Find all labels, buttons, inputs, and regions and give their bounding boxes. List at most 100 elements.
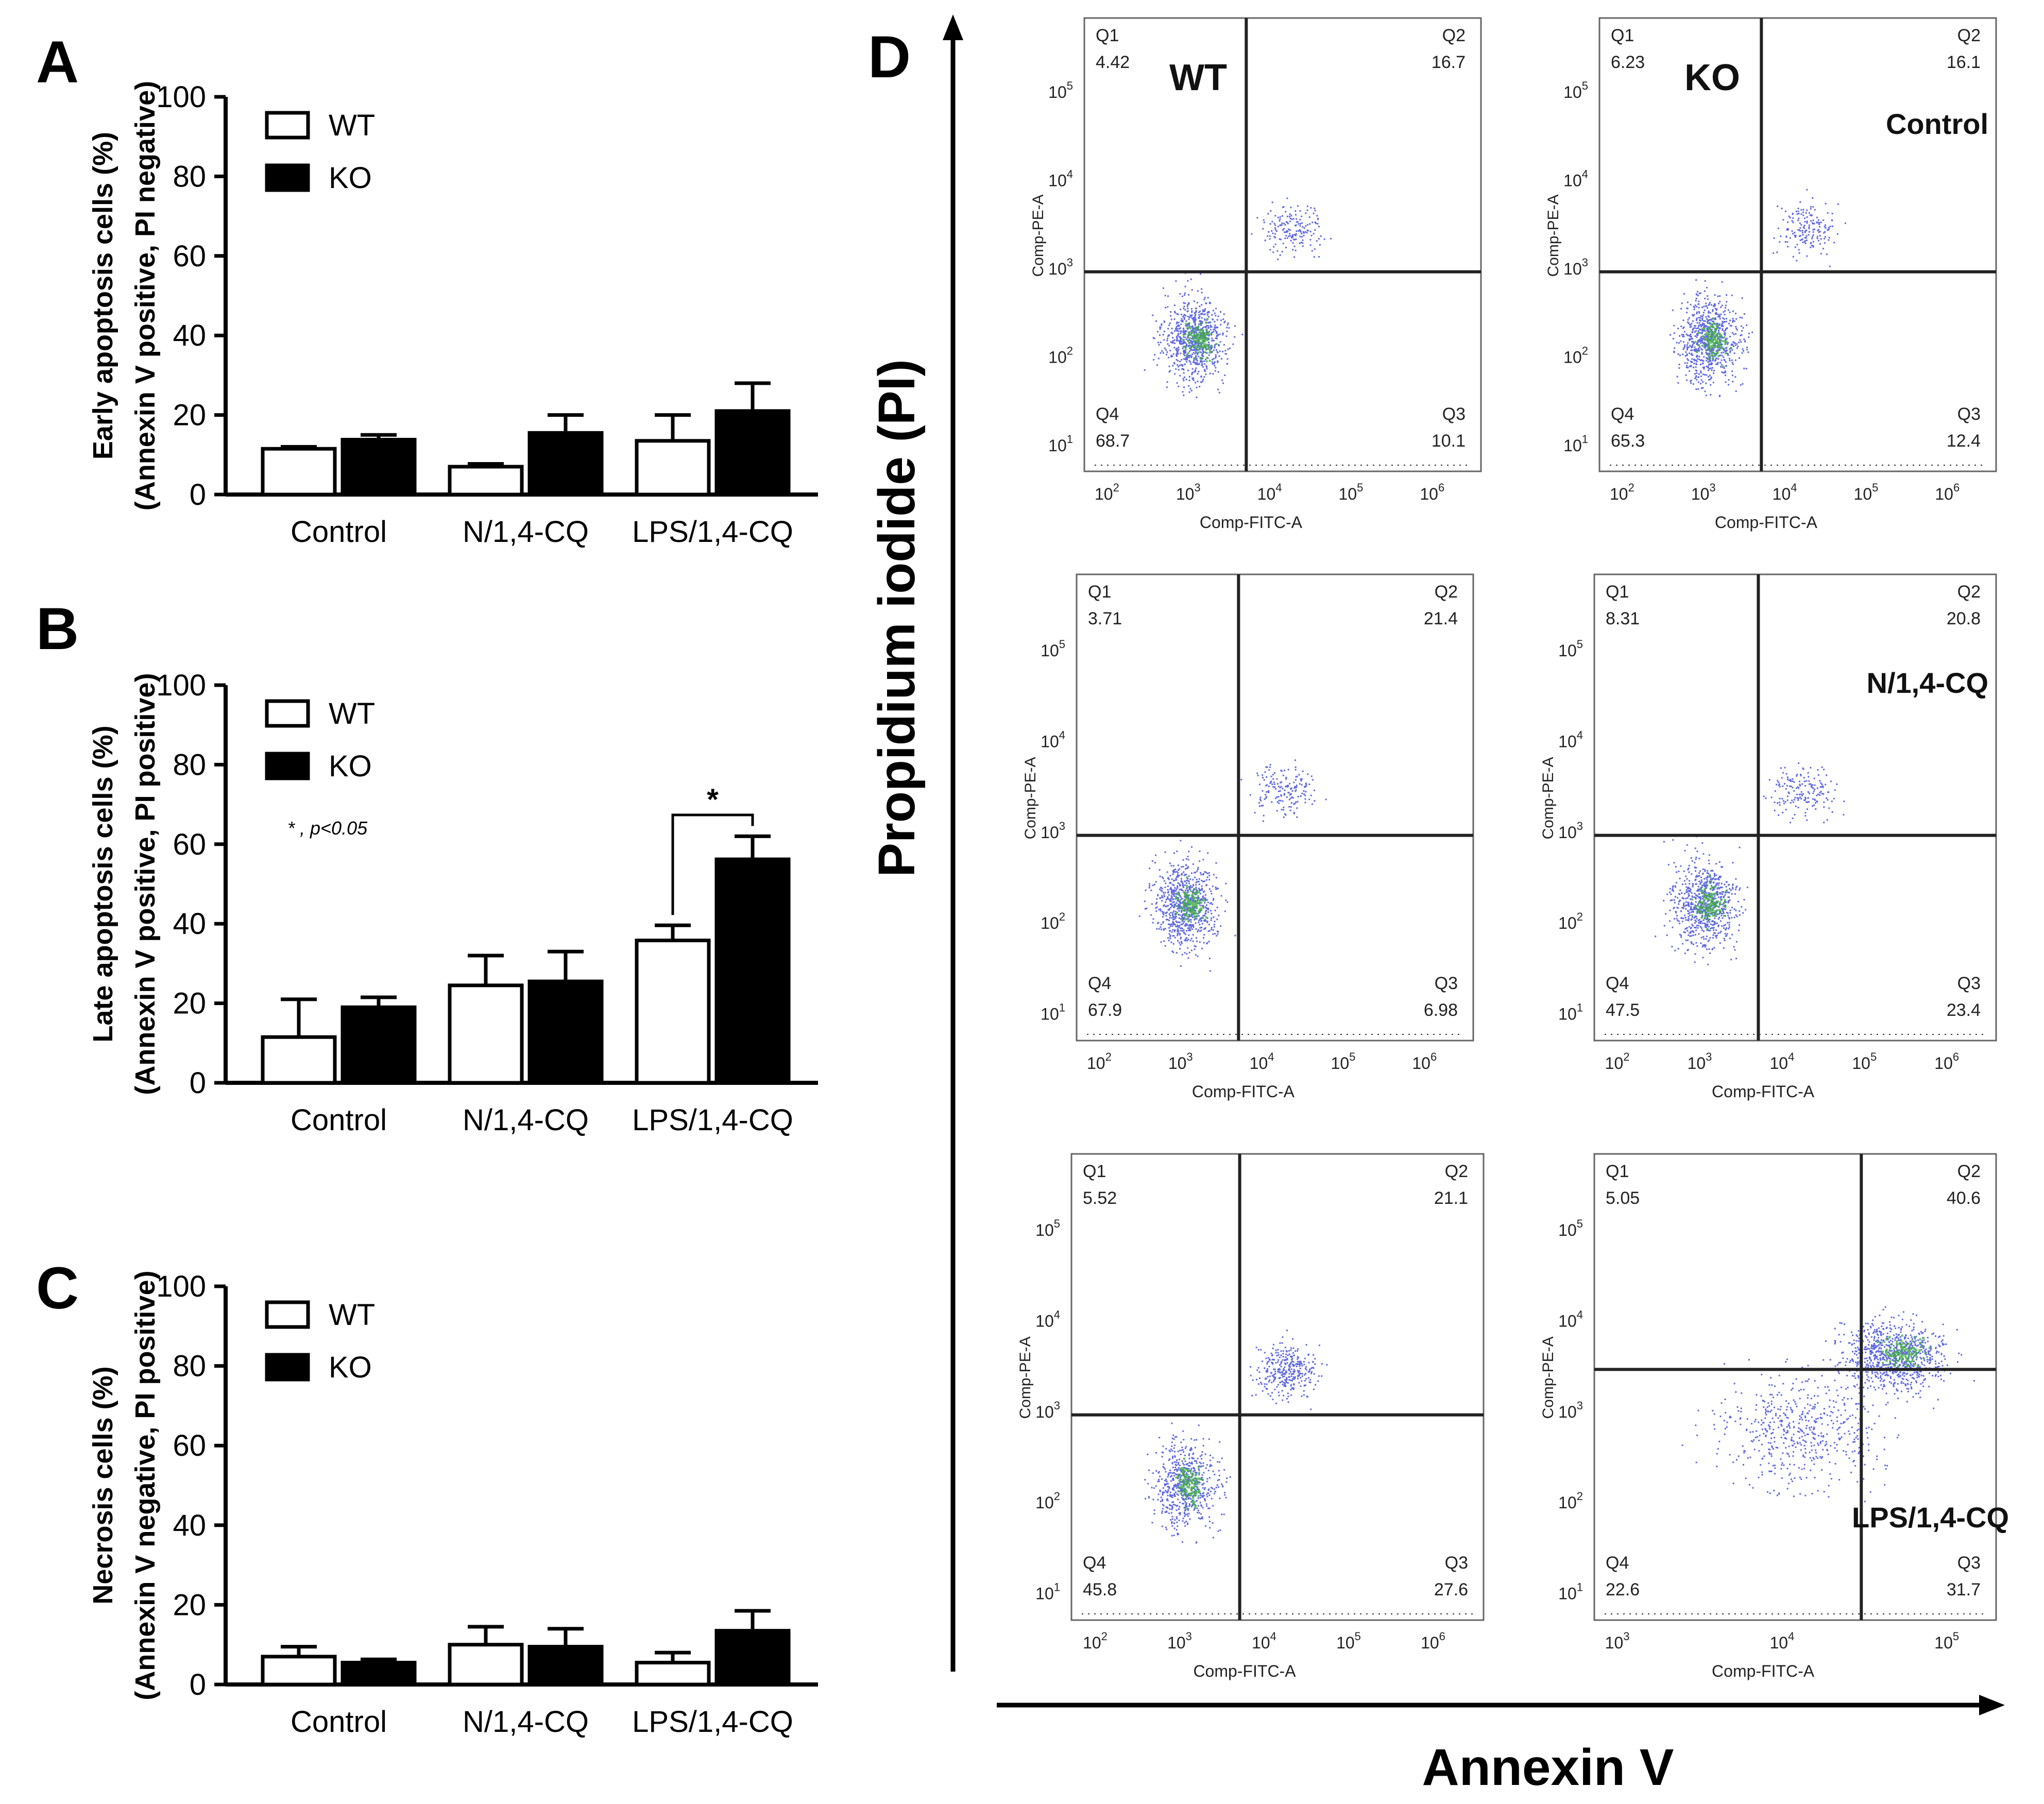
- significance-star: *: [707, 783, 719, 816]
- x-decade-label: 105: [1339, 481, 1364, 503]
- x-decade-label: 102: [1083, 1630, 1108, 1652]
- quadrant-name: Q4: [1083, 1553, 1106, 1573]
- quadrant-percent: 27.6: [1434, 1580, 1468, 1599]
- y-tick-label: 60: [173, 1429, 206, 1462]
- bar-ko: [714, 409, 791, 497]
- plot-x-label: Comp-FITC-A: [1192, 1082, 1295, 1101]
- y-tick-label: 80: [173, 160, 206, 193]
- genotype-label: KO: [1684, 57, 1740, 98]
- x-decade-label: 106: [1934, 1050, 1959, 1073]
- bar-ko: [340, 1660, 417, 1687]
- x-decade-label: 102: [1087, 1050, 1112, 1073]
- y-tick-label: 60: [173, 240, 206, 273]
- flow-plot-6: Q1 5.05 Q2 40.6 Q3 31.7 Q4 22.6 101 102 103 104 105 1…: [1540, 1153, 2009, 1680]
- plot-x-label: Comp-FITC-A: [1712, 1082, 1815, 1101]
- legend-label-wt: WT: [329, 1298, 375, 1332]
- bar-ko: [527, 431, 604, 497]
- x-decade-label: 104: [1769, 1630, 1794, 1652]
- x-decade-label: 105: [1336, 1630, 1361, 1652]
- legend-swatch-ko: [265, 163, 310, 192]
- quadrant-name: Q4: [1606, 974, 1629, 993]
- x-decade-label: 104: [1257, 481, 1282, 503]
- bar-ko: [527, 1645, 604, 1687]
- bar-ko: [527, 979, 604, 1085]
- quadrant-name: Q1: [1606, 582, 1629, 602]
- quadrant-name: Q3: [1957, 404, 1981, 424]
- plot-x-label: Comp-FITC-A: [1712, 1662, 1815, 1680]
- significance-bracket: [671, 813, 754, 915]
- x-decade-label: 103: [1605, 1630, 1630, 1652]
- quadrant-name: Q2: [1957, 1162, 1981, 1181]
- dense-event-dots: [1182, 318, 1218, 363]
- y-tick-label: 40: [173, 907, 206, 941]
- legend-label-wt: WT: [329, 109, 375, 142]
- significance-note: * , p<0.05: [287, 818, 368, 839]
- category-label: LPS/1,4-CQ: [632, 515, 793, 549]
- x-axis-title: Annexin V: [1422, 1739, 1674, 1796]
- quadrant-percent: 5.05: [1606, 1188, 1640, 1208]
- plot-y-label: Comp-PE-A: [1022, 757, 1039, 839]
- bar-wt: [261, 1035, 337, 1085]
- plot-x-label: Comp-FITC-A: [1715, 513, 1818, 532]
- quadrant-percent: 16.7: [1432, 53, 1466, 72]
- y-tick-label: 100: [156, 1270, 206, 1303]
- y-decade-label: 104: [1558, 1308, 1583, 1330]
- quadrant-percent: 21.4: [1424, 609, 1458, 628]
- y-tick-label: 20: [173, 987, 206, 1020]
- x-decade-label: 106: [1420, 481, 1444, 503]
- panel-label-a: A: [36, 29, 79, 95]
- y-decade-label: 103: [1048, 256, 1073, 278]
- category-label: N/1,4-CQ: [463, 1705, 589, 1739]
- plot-y-label: Comp-PE-A: [1030, 194, 1047, 277]
- legend-swatch-ko: [265, 1353, 310, 1382]
- treatment-label: N/1,4-CQ: [1867, 667, 1989, 699]
- y-tick-label: 20: [173, 399, 206, 432]
- legend-label-ko: KO: [329, 1351, 372, 1384]
- x-decade-label: 104: [1773, 481, 1797, 503]
- y-decade-label: 103: [1035, 1399, 1060, 1421]
- quadrant-name: Q4: [1606, 1553, 1629, 1573]
- y-decade-label: 105: [1041, 638, 1065, 660]
- y-decade-label: 102: [1558, 1490, 1583, 1512]
- x-decade-label: 102: [1610, 481, 1634, 503]
- y-axis-subtitle: (Annexin V positive, PI negative): [130, 81, 161, 510]
- y-tick-label: 100: [156, 80, 206, 114]
- category-label: LPS/1,4-CQ: [632, 1705, 793, 1739]
- y-axis-subtitle: (Annexin V negative, PI positive): [130, 1270, 161, 1700]
- quadrant-percent: 4.42: [1096, 53, 1130, 72]
- quadrant-name: Q3: [1957, 974, 1981, 993]
- quadrant-percent: 12.4: [1947, 431, 1981, 451]
- quadrant-percent: 45.8: [1083, 1580, 1117, 1599]
- quadrant-percent: 23.4: [1947, 1000, 1981, 1020]
- y-axis-subtitle: (Annexin V positive, PI positive): [130, 673, 161, 1095]
- x-decade-label: 103: [1167, 1630, 1192, 1652]
- quadrant-name: Q4: [1088, 974, 1111, 993]
- quadrant-percent: 67.9: [1088, 1000, 1122, 1020]
- legend-swatch-ko: [265, 752, 310, 780]
- y-decade-label: 104: [1035, 1308, 1060, 1330]
- y-decade-label: 103: [1041, 820, 1065, 842]
- x-decade-label: 105: [1331, 1050, 1356, 1073]
- y-tick-label: 0: [190, 1668, 206, 1701]
- bar-ko: [340, 1005, 417, 1085]
- y-decade-label: 103: [1558, 1399, 1583, 1421]
- category-label: N/1,4-CQ: [463, 515, 589, 549]
- quadrant-name: Q1: [1088, 582, 1111, 602]
- panel-label-d: D: [868, 24, 911, 90]
- x-decade-label: 104: [1250, 1050, 1274, 1073]
- x-decade-label: 103: [1168, 1050, 1193, 1073]
- legend-label-ko: KO: [329, 750, 372, 783]
- quadrant-percent: 65.3: [1611, 431, 1645, 451]
- quadrant-name: Q2: [1957, 582, 1981, 602]
- bar-wt: [635, 1660, 711, 1687]
- x-decade-label: 104: [1769, 1050, 1794, 1073]
- x-decade-label: 106: [1421, 1630, 1445, 1652]
- quadrant-percent: 31.7: [1947, 1580, 1981, 1599]
- category-label: LPS/1,4-CQ: [632, 1103, 793, 1137]
- quadrant-percent: 5.52: [1083, 1188, 1117, 1208]
- y-decade-label: 105: [1048, 79, 1073, 101]
- bar-wt: [261, 1655, 337, 1687]
- bar-ko: [340, 437, 417, 497]
- treatment-label: LPS/1,4-CQ: [1852, 1501, 2009, 1534]
- bar-wt: [635, 939, 711, 1085]
